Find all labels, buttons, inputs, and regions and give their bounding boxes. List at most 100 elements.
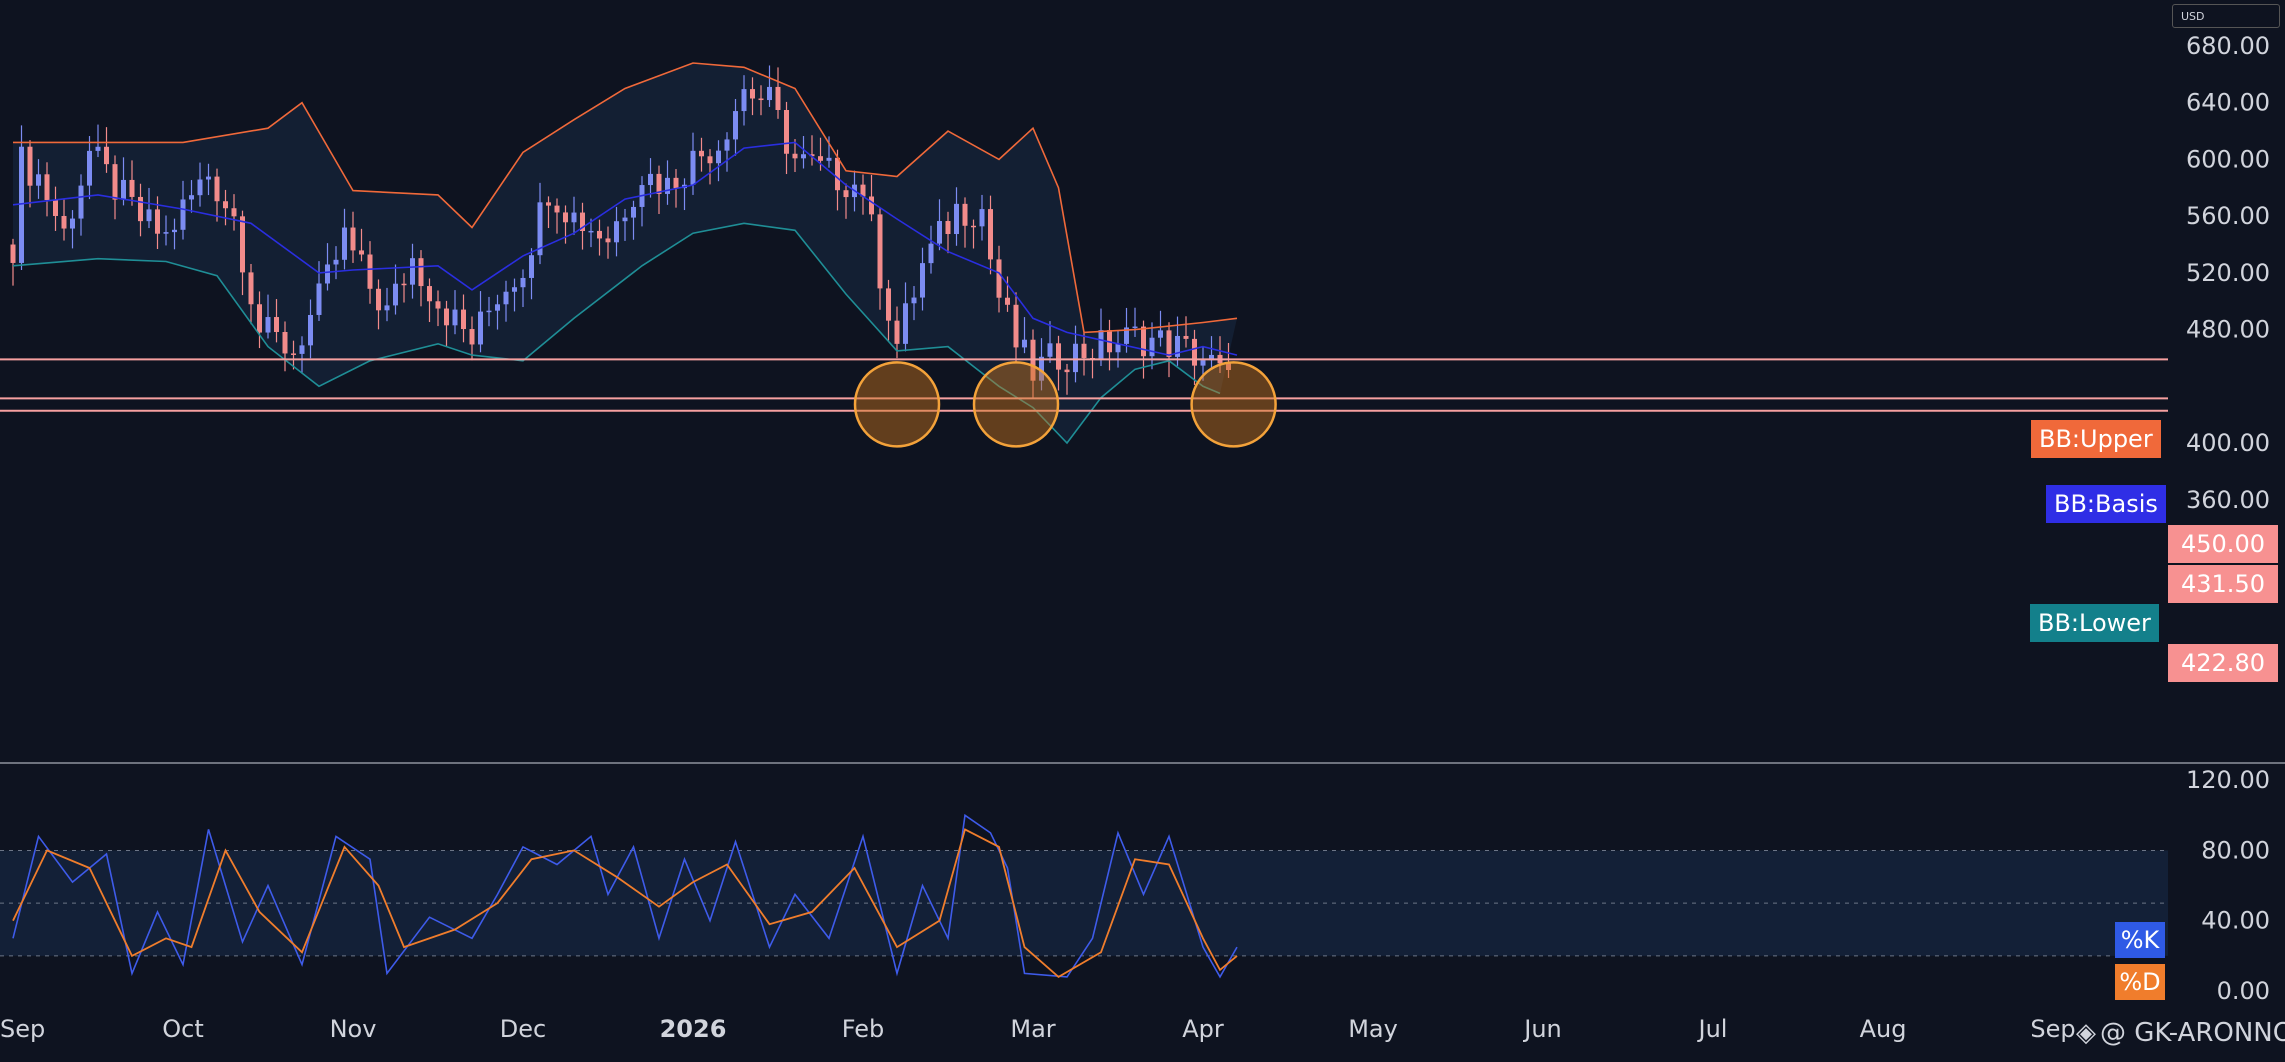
candle-body xyxy=(818,156,823,161)
candle-body xyxy=(724,139,730,151)
time-tick: Sep xyxy=(0,1015,45,1043)
highlighted-lows xyxy=(853,361,1277,448)
candle-body xyxy=(384,305,390,311)
candle-body xyxy=(707,156,713,164)
candle-body xyxy=(928,243,934,264)
price-tick: 400.00 xyxy=(2186,429,2270,457)
candle-body xyxy=(78,185,84,219)
candle-body xyxy=(36,174,41,186)
price-axis[interactable]: 680.00 640.00 600.00 560.00 520.00 480.00 400.… xyxy=(2186,32,2270,514)
candle-body xyxy=(231,208,237,217)
candle-body xyxy=(860,184,866,197)
time-tick: Mar xyxy=(1010,1015,1055,1043)
candle-body xyxy=(1056,343,1061,370)
candle-body xyxy=(10,244,16,263)
candle-body xyxy=(214,176,220,202)
candle-body xyxy=(1200,360,1206,366)
candle-body xyxy=(1226,363,1231,370)
diamond-logo-icon: ◈ xyxy=(2076,1018,2096,1048)
highlight-circle xyxy=(853,361,941,448)
candle-body xyxy=(801,154,806,159)
candle-body xyxy=(248,272,254,305)
candle-body xyxy=(529,255,534,278)
candle-body xyxy=(87,150,92,186)
candle-body xyxy=(393,283,398,306)
stoch-d-line xyxy=(12,828,1238,979)
horizontal-lines xyxy=(0,358,2168,412)
candle-body xyxy=(155,209,160,234)
candle-body xyxy=(673,177,679,189)
candle-body xyxy=(486,310,492,313)
candle-body xyxy=(452,309,458,326)
time-tick: Dec xyxy=(500,1015,546,1043)
candle-body xyxy=(1039,356,1044,381)
bollinger-bands xyxy=(12,62,1238,445)
stoch-tick: 0.00 xyxy=(2217,977,2270,1005)
candle-body xyxy=(469,329,475,345)
candle-body xyxy=(614,221,619,243)
candle-body xyxy=(19,146,24,263)
time-tick: Apr xyxy=(1182,1015,1224,1043)
candle-body xyxy=(733,111,738,140)
candle-body xyxy=(741,89,747,112)
time-axis[interactable]: Sep Oct Nov Dec 2026 Feb Mar Apr May Jun Jul Aug Sep xyxy=(0,1015,2076,1043)
time-tick: Aug xyxy=(1860,1015,1907,1043)
candle-body xyxy=(342,227,347,260)
highlight-circle xyxy=(972,361,1060,448)
price-tick: 480.00 xyxy=(2186,316,2270,344)
candle-body xyxy=(427,286,432,302)
candle-body xyxy=(750,89,755,99)
price-tick: 360.00 xyxy=(2186,486,2270,514)
candle-body xyxy=(835,157,840,191)
candle-body xyxy=(1166,330,1172,357)
currency-badge[interactable]: USD xyxy=(2172,4,2280,28)
candle-body xyxy=(563,212,568,223)
price-tick: 680.00 xyxy=(2186,32,2270,60)
price-label-422: 422.80 xyxy=(2168,644,2278,682)
time-tick: Feb xyxy=(842,1015,885,1043)
candle-body xyxy=(656,173,662,194)
candle-body xyxy=(1013,304,1019,348)
price-tick: 520.00 xyxy=(2186,259,2270,287)
candle-body xyxy=(410,258,415,285)
candle-body xyxy=(478,311,483,345)
candle-body xyxy=(690,150,696,185)
candle-body xyxy=(1192,338,1197,366)
candle-body xyxy=(758,98,764,101)
candle-body xyxy=(265,317,271,333)
candle-body xyxy=(316,283,322,315)
candle-body xyxy=(53,200,58,216)
price-tick: 640.00 xyxy=(2186,89,2270,117)
candle-body xyxy=(308,314,313,346)
candle-body xyxy=(44,174,50,201)
time-tick: Jul xyxy=(1697,1015,1728,1043)
candle-body xyxy=(588,230,594,233)
candle-body xyxy=(1175,335,1180,357)
candle-body xyxy=(954,203,959,235)
candle-body xyxy=(877,214,883,289)
candle-body xyxy=(962,203,968,226)
candle-body xyxy=(699,150,704,157)
stochastic-pane xyxy=(0,813,2168,979)
candle-body xyxy=(435,301,441,309)
candle-body xyxy=(350,227,356,251)
bb-basis-line xyxy=(12,141,1238,356)
candle-body xyxy=(520,277,526,288)
k-label: %K xyxy=(2115,922,2165,958)
candle-body xyxy=(444,308,449,326)
candle-body xyxy=(1149,337,1155,357)
candle-body xyxy=(163,232,169,234)
candle-body xyxy=(571,212,577,223)
candle-body xyxy=(580,212,585,232)
candle-body xyxy=(138,196,143,222)
time-tick: Sep xyxy=(2030,1015,2075,1043)
candle-body xyxy=(180,199,186,230)
candle-body xyxy=(1132,326,1138,329)
candle-body xyxy=(1115,343,1121,353)
price-label-450: 450.00 xyxy=(2168,525,2278,563)
candle-body xyxy=(903,303,908,344)
time-tick: May xyxy=(1348,1015,1398,1043)
candle-body xyxy=(325,264,330,284)
candle-body xyxy=(197,179,203,196)
